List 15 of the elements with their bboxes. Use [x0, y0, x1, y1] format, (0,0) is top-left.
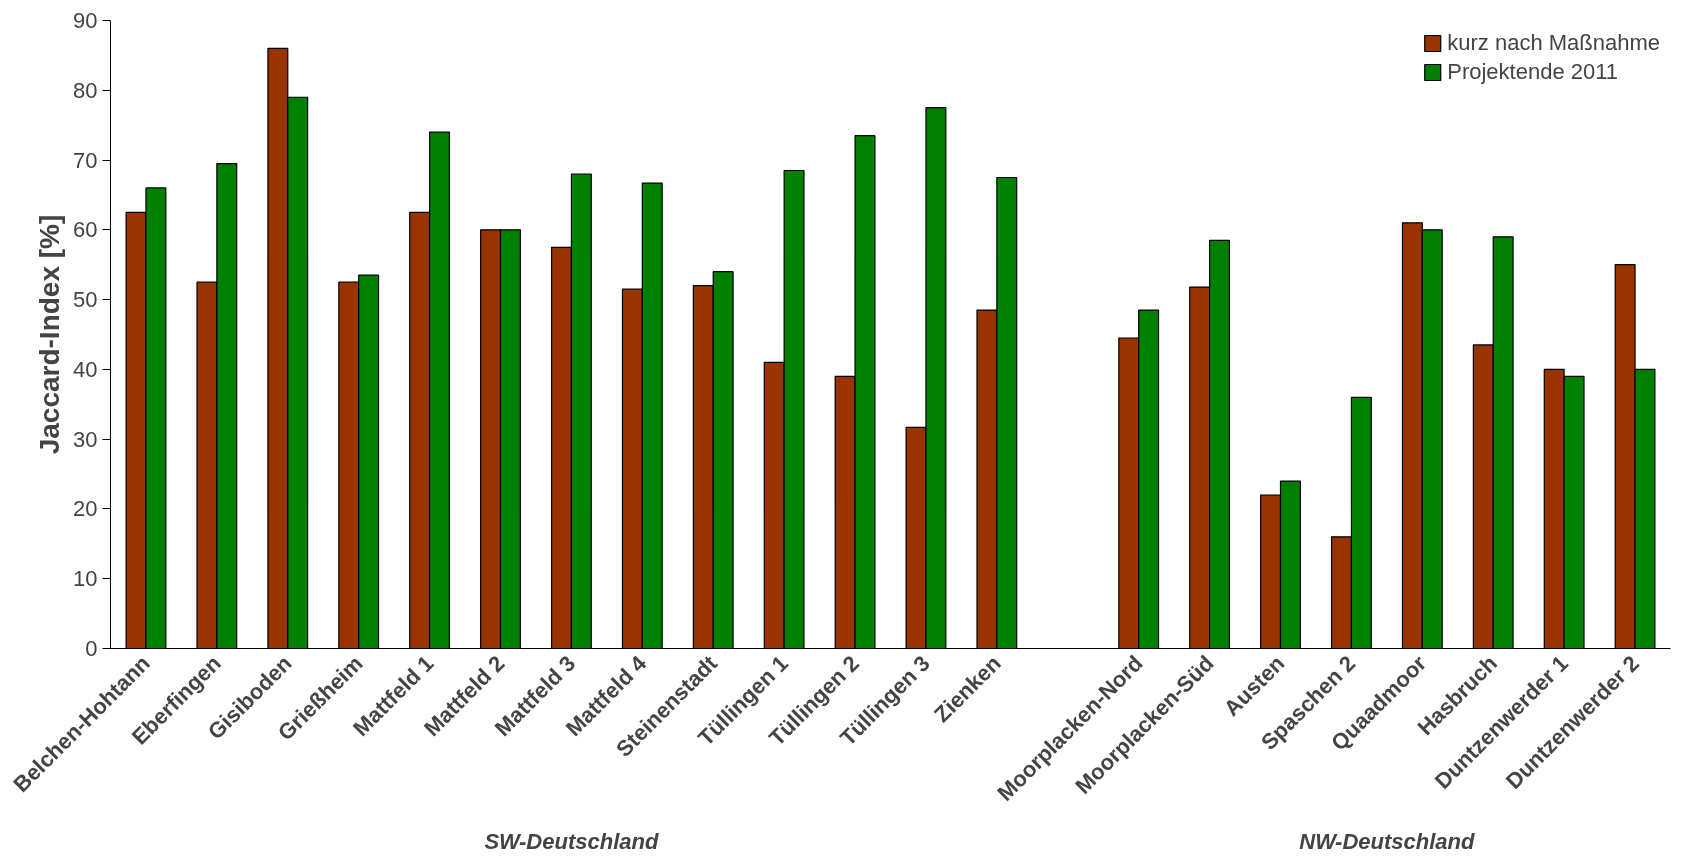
- y-tick-label: 90: [73, 8, 98, 33]
- y-tick-label: 10: [73, 566, 98, 592]
- y-tick-label: 50: [73, 287, 98, 313]
- y-axis-title: Jaccard-Index [%]: [34, 214, 66, 455]
- y-tick-label: 40: [73, 356, 98, 382]
- y-tick-label: 70: [73, 147, 98, 173]
- y-tick-label: 20: [73, 496, 98, 522]
- legend-label: Projektende 2011: [1447, 59, 1619, 85]
- text: SW-Deutschland: [484, 828, 659, 854]
- y-tick-label: 30: [73, 426, 98, 452]
- y-tick-label: 80: [73, 77, 98, 103]
- legend-label: kurz nach Maßnahme: [1447, 30, 1660, 56]
- y-tick-label: 0: [85, 636, 98, 661]
- text: NW-Deutschland: [1299, 828, 1476, 854]
- y-tick-label: 60: [73, 217, 98, 243]
